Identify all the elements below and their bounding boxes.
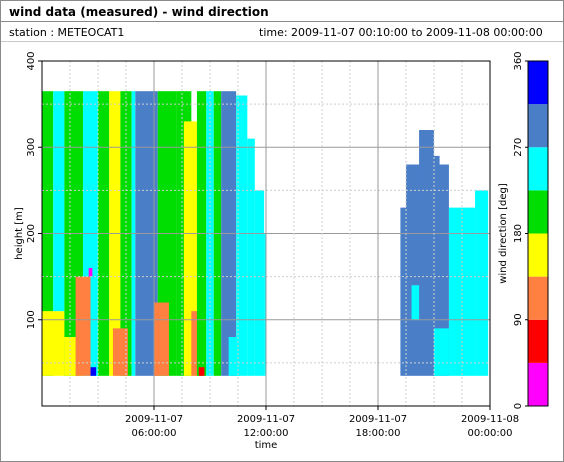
axes: 100 200 300 400 height [m] 2009-11-07 06:00:00… (14, 51, 519, 451)
heatmap-cell (448, 207, 476, 376)
colorbar-bin (528, 276, 548, 320)
colorbar-bin (528, 104, 548, 148)
colorbar-bin (528, 190, 548, 234)
colorbar-label: wind direction [deg] (498, 183, 509, 284)
heatmap-cell (254, 190, 265, 376)
colorbar-bin (528, 233, 548, 277)
heatmap-cell (228, 337, 240, 376)
x-tick-label-date: 2009-11-08 (461, 414, 519, 425)
y-tick-label: 200 (26, 224, 37, 243)
heatmap-cell (42, 311, 65, 376)
colorbar-bin (528, 61, 548, 105)
colorbar-tick-label: 0 (513, 403, 524, 409)
colorbar: 0 90 180 270 360 wind direction [deg] (498, 51, 549, 409)
heatmap-cell (419, 130, 434, 199)
heatmap-cell (264, 233, 266, 376)
heatmap-cell (154, 302, 169, 376)
y-tick-label: 100 (26, 310, 37, 329)
y-tick-label: 400 (26, 51, 37, 70)
x-tick-label-time: 06:00:00 (132, 428, 177, 439)
x-tick-label-time: 12:00:00 (244, 428, 289, 439)
colorbar-tick-label: 270 (513, 138, 524, 157)
heatmap-cell (88, 268, 93, 277)
colorbar-bin (528, 147, 548, 191)
colorbar-tick-label: 360 (513, 51, 524, 70)
heatmap-cell (434, 155, 440, 191)
heatmap-cell (475, 190, 489, 376)
colorbar-tick-label: 180 (513, 224, 524, 243)
grid-lines (42, 61, 490, 406)
colorbar-tick-label: 90 (513, 313, 524, 326)
title-divider (1, 21, 563, 22)
heatmap-cell (411, 285, 420, 320)
subtitle-divider (1, 41, 563, 42)
x-tick-label-date: 2009-11-07 (349, 414, 407, 425)
heatmap-cell (53, 91, 65, 312)
y-axis-label: height [m] (14, 207, 25, 260)
heatmap-cell (191, 311, 203, 376)
heatmap-cell (75, 276, 91, 376)
heatmap-cell (400, 207, 406, 376)
x-tick-label-time: 00:00:00 (468, 428, 513, 439)
heatmap-cell (434, 328, 449, 376)
y-tick-label: 300 (26, 138, 37, 157)
station-label: station : METEOCAT1 (9, 26, 125, 39)
chart-title: wind data (measured) - wind direction (9, 5, 269, 19)
heatmap-cell (90, 367, 97, 376)
x-axis-label: time (255, 440, 278, 451)
x-tick-label-time: 18:00:00 (356, 428, 401, 439)
x-tick-label-date: 2009-11-07 (125, 414, 183, 425)
heatmap-cell (198, 367, 205, 376)
time-range-label: time: 2009-11-07 00:10:00 to 2009-11-08 … (259, 26, 543, 39)
heatmap-cell (112, 328, 128, 376)
heatmap-cell (247, 138, 255, 376)
colorbar-bin (528, 362, 548, 406)
colorbar-bin (528, 319, 548, 363)
x-tick-label-date: 2009-11-07 (237, 414, 295, 425)
heatmap-cell (236, 95, 248, 376)
